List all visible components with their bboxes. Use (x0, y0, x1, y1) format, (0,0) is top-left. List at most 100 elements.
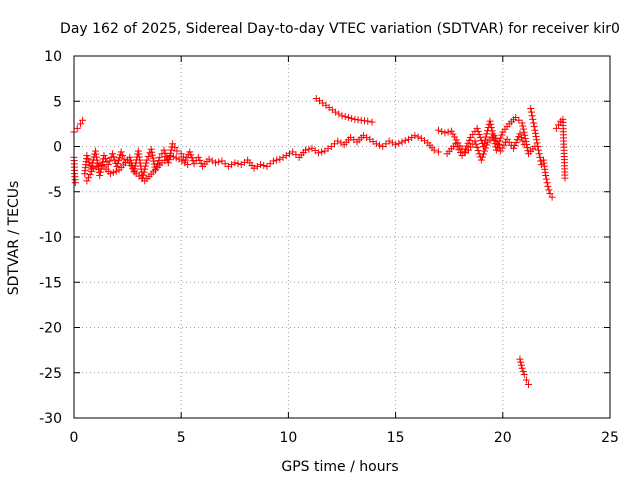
data-point (487, 124, 495, 132)
data-point (463, 142, 471, 150)
data-point (493, 138, 501, 146)
data-point (478, 153, 486, 161)
data-point (359, 132, 367, 140)
data-point (414, 133, 422, 141)
x-tick-label: 0 (70, 430, 79, 446)
data-point (164, 159, 172, 167)
data-point (148, 148, 156, 156)
data-point (513, 136, 521, 144)
data-point (106, 157, 114, 165)
data-point (519, 125, 527, 133)
data-point (341, 113, 349, 121)
data-point (441, 129, 449, 137)
data-point (334, 137, 342, 145)
y-tick-label: -20 (39, 321, 62, 337)
data-point (83, 177, 91, 185)
data-point (167, 146, 175, 154)
data-point (434, 126, 442, 134)
data-point (498, 131, 506, 139)
y-axis-title: SDTVAR / TECUs (6, 181, 22, 296)
data-point (474, 147, 482, 155)
data-point (212, 159, 220, 167)
data-point (542, 171, 550, 179)
data-point (285, 150, 293, 158)
data-point (169, 140, 177, 148)
data-point (477, 156, 485, 164)
data-point (472, 140, 480, 148)
data-point (555, 121, 563, 129)
y-tick-label: -10 (39, 230, 62, 246)
data-point (528, 112, 536, 120)
data-point (93, 153, 101, 161)
data-point (117, 148, 125, 156)
data-point (184, 161, 192, 169)
data-point (178, 157, 186, 165)
data-point (368, 118, 376, 126)
data-point (529, 115, 537, 123)
data-point (376, 141, 384, 149)
data-point (530, 123, 538, 131)
data-point (363, 133, 371, 141)
data-point (143, 156, 151, 164)
data-point (385, 137, 393, 145)
data-point (88, 167, 96, 175)
data-point (337, 139, 345, 147)
data-point (465, 136, 473, 144)
data-point (525, 381, 533, 389)
data-point (305, 145, 313, 153)
data-point (172, 154, 180, 162)
data-point (516, 130, 524, 138)
data-point (388, 139, 396, 147)
data-point (489, 130, 497, 138)
y-tick-label: -5 (48, 185, 62, 201)
data-point (518, 364, 526, 372)
data-point (139, 171, 147, 179)
data-point (103, 158, 111, 166)
data-point (348, 114, 356, 122)
data-point (401, 137, 409, 145)
data-point (517, 361, 525, 369)
data-point (483, 141, 491, 149)
data-point (438, 128, 446, 136)
data-point (147, 145, 155, 153)
data-point (542, 175, 550, 183)
data-point (181, 159, 189, 167)
data-point (234, 160, 242, 168)
data-point (527, 104, 535, 112)
x-axis-title: GPS time / hours (281, 459, 398, 475)
data-point (89, 164, 97, 172)
data-point (543, 179, 551, 187)
data-point (449, 130, 457, 138)
y-tick-label: -15 (39, 275, 62, 291)
data-point (224, 162, 232, 170)
data-point (455, 146, 463, 154)
data-point (273, 156, 281, 164)
data-point (335, 110, 343, 118)
data-point (166, 152, 174, 160)
data-point (110, 153, 118, 161)
data-point (481, 147, 489, 155)
data-point (71, 179, 79, 187)
data-point (93, 156, 101, 164)
x-tick-label: 5 (177, 430, 186, 446)
data-point (434, 148, 442, 156)
data-point (344, 114, 352, 122)
data-point (487, 120, 495, 128)
data-point (95, 162, 103, 170)
data-point (517, 358, 525, 366)
data-point (520, 141, 528, 149)
y-tick-label: 5 (53, 94, 62, 110)
data-point (175, 155, 183, 163)
data-point (473, 124, 481, 132)
data-point (392, 141, 400, 149)
data-point (488, 127, 496, 135)
data-point (148, 151, 156, 159)
data-point (474, 127, 482, 135)
data-point (498, 144, 506, 152)
data-point (231, 159, 239, 167)
data-point (101, 155, 109, 163)
data-point (173, 147, 181, 155)
data-point (452, 136, 460, 144)
data-point (144, 152, 152, 160)
